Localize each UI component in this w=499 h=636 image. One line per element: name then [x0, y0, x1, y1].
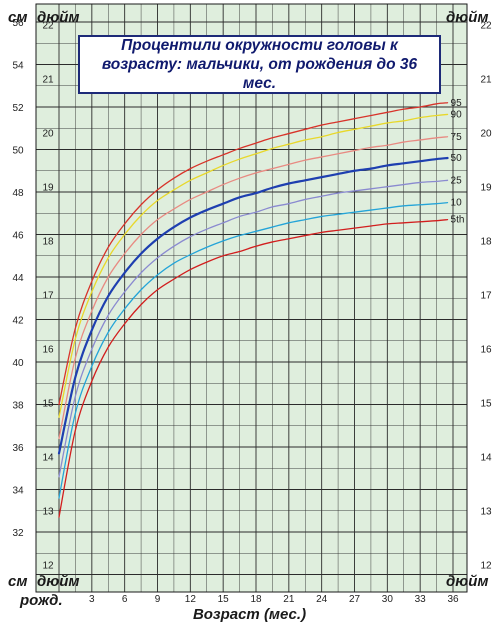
series-label-p5th: 5th [451, 215, 465, 226]
y-tick-inch-left: 17 [42, 290, 54, 301]
x-tick: 9 [155, 594, 161, 605]
y-tick-cm: 52 [12, 103, 24, 114]
y-tick-inch-right: 18 [480, 236, 492, 247]
x-axis-label: Возраст (мес.) [192, 606, 307, 623]
y-tick-cm: 48 [12, 188, 24, 199]
chart-title-box: Процентили окружности головы к возрасту:… [78, 35, 441, 94]
series-line-p50 [57, 156, 449, 455]
x-tick: 30 [382, 594, 394, 605]
series-line-p75 [58, 136, 449, 440]
series-label-p50: 50 [451, 153, 463, 164]
x-tick: 27 [349, 594, 361, 605]
series-label-p95: 95 [451, 98, 463, 109]
series-line-p95 [58, 102, 449, 406]
y-tick-inch-left: 22 [42, 21, 54, 32]
series-line-p90 [58, 113, 449, 418]
birth-axis-label: рожд. [20, 592, 63, 609]
y-tick-inch-right: 19 [480, 182, 492, 193]
plot-frame [35, 3, 468, 593]
y-tick-cm: 50 [12, 146, 24, 157]
y-tick-inch-right: 21 [480, 75, 492, 86]
x-tick: 12 [185, 594, 197, 605]
y-tick-inch-left: 19 [42, 182, 54, 193]
y-tick-inch-left: 21 [42, 75, 54, 86]
cm-label-top-left: см [8, 9, 27, 26]
y-tick-cm: 42 [12, 316, 24, 327]
cm-label-bottom-left: см [8, 573, 27, 590]
y-tick-cm: 32 [12, 528, 24, 539]
y-tick-inch-left: 16 [42, 344, 54, 355]
x-tick: 36 [447, 594, 459, 605]
series-label-p75: 75 [451, 132, 463, 143]
y-tick-cm: 40 [12, 358, 24, 369]
y-tick-cm: 38 [12, 401, 24, 412]
y-tick-inch-left: 14 [42, 452, 54, 463]
x-tick: 6 [122, 594, 128, 605]
y-tick-inch-right: 12 [480, 560, 492, 571]
y-tick-inch-left: 18 [42, 236, 54, 247]
y-tick-inch-right: 20 [480, 129, 492, 140]
x-tick: 33 [415, 594, 427, 605]
y-tick-inch-left: 15 [42, 398, 54, 409]
y-tick-inch-right: 16 [480, 344, 492, 355]
y-tick-cm: 34 [12, 486, 24, 497]
x-tick: 3 [89, 594, 95, 605]
series-line-p10 [58, 201, 449, 499]
y-tick-inch-right: 14 [480, 452, 492, 463]
x-tick: 24 [316, 594, 328, 605]
inch-label-bottom-right: дюйм [446, 573, 489, 590]
grid [36, 4, 467, 592]
y-tick-inch-left: 20 [42, 129, 54, 140]
x-tick: 21 [283, 594, 295, 605]
y-tick-cm: 54 [12, 61, 24, 72]
y-tick-cm: 56 [12, 18, 24, 29]
y-tick-inch-left: 13 [42, 506, 54, 517]
series-label-p10: 10 [451, 198, 463, 209]
y-tick-inch-right: 22 [480, 21, 492, 32]
inch-label-bottom-left: дюйм [37, 573, 80, 590]
series-line-p5th [58, 218, 449, 518]
y-tick-inch-right: 13 [480, 506, 492, 517]
y-tick-cm: 46 [12, 231, 24, 242]
series-line-p25 [58, 179, 449, 478]
y-tick-cm: 36 [12, 443, 24, 454]
x-tick: 18 [250, 594, 262, 605]
series-label-p25: 25 [451, 175, 463, 186]
series-label-p90: 90 [451, 109, 463, 120]
y-tick-inch-left: 12 [42, 560, 54, 571]
y-tick-cm: 44 [12, 273, 24, 284]
chart-title: Процентили окружности головы к возрасту:… [101, 37, 418, 92]
inch-label-top-left: дюйм [37, 9, 80, 26]
inch-label-top-right: дюйм [446, 9, 489, 26]
y-tick-inch-right: 15 [480, 398, 492, 409]
y-tick-inch-right: 17 [480, 290, 492, 301]
percentile-lines [57, 102, 449, 518]
x-tick: 15 [218, 594, 230, 605]
